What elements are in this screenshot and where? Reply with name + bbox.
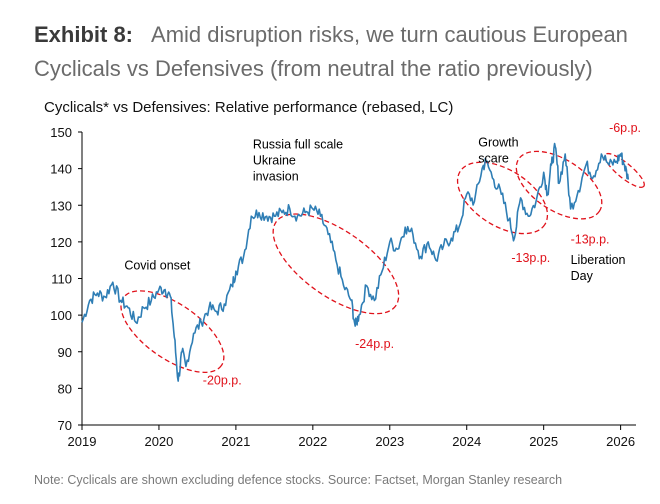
chart-title: Cyclicals* vs Defensives: Relative perfo… [44,99,453,116]
highlight-ellipses [120,150,645,373]
exhibit-header: Exhibit 8: Amid disruption risks, we turn… [34,18,634,86]
x-tick-label: 2026 [606,434,635,449]
axes: 70 80 90 100 110 120 130 140 150 2019 2020 2021 2022… [50,125,636,449]
drawdown-highlight-ellipse [272,213,400,315]
annotations: Covid onset -20p.p. Russia full scale Ukrai… [124,121,641,388]
annotation-label: -13p.p. [511,251,550,265]
annotation-label: -13p.p. [571,233,610,247]
annotation-line: scare [478,152,509,166]
annotation-label: -24p.p. [355,337,394,351]
y-tick-label: 100 [50,308,72,323]
annotation-line: Growth [478,136,518,150]
x-tick-label: 2022 [298,434,327,449]
drawdown-highlight-ellipse [120,290,225,373]
y-tick-label: 80 [58,381,72,396]
annotation-line: invasion [253,169,299,183]
drawdown-highlight-ellipse [456,161,549,235]
x-tick-label: 2023 [375,434,404,449]
y-tick-label: 150 [50,125,72,140]
source-note: Note: Cyclicals are shown excluding defe… [34,473,563,487]
y-tick-label: 120 [50,235,72,250]
annotation-label: -6p.p. [609,121,641,135]
x-tick-label: 2020 [144,434,173,449]
annotation-line: Day [571,269,594,283]
y-tick-label: 110 [51,272,72,287]
series [81,142,630,382]
relative-performance-line [81,142,630,382]
drawdown-highlight-ellipse [603,152,645,189]
annotation-line: Russia full scale [253,137,343,151]
annotation-label: Russia full scale Ukraine invasion [253,137,343,183]
x-tick-label: 2021 [221,434,250,449]
annotation-line: Liberation [571,253,626,267]
x-tick-label: 2019 [68,434,97,449]
exhibit-title: Amid disruption risks, we turn cautious … [34,22,628,81]
x-tick-label: 2025 [529,434,558,449]
annotation-label: Growth scare [478,136,518,166]
annotation-label: Covid onset [124,258,191,272]
x-tick-label: 2024 [452,434,481,449]
annotation-label: Liberation Day [571,253,626,283]
exhibit-number: Exhibit 8: [34,22,134,47]
y-tick-label: 130 [50,198,72,213]
y-tick-label: 90 [58,345,72,360]
y-tick-label: 140 [50,162,72,177]
annotation-label: -20p.p. [203,374,242,388]
drawdown-highlight-ellipse [515,150,603,220]
y-tick-label: 70 [58,418,72,433]
annotation-line: Ukraine [253,153,296,167]
